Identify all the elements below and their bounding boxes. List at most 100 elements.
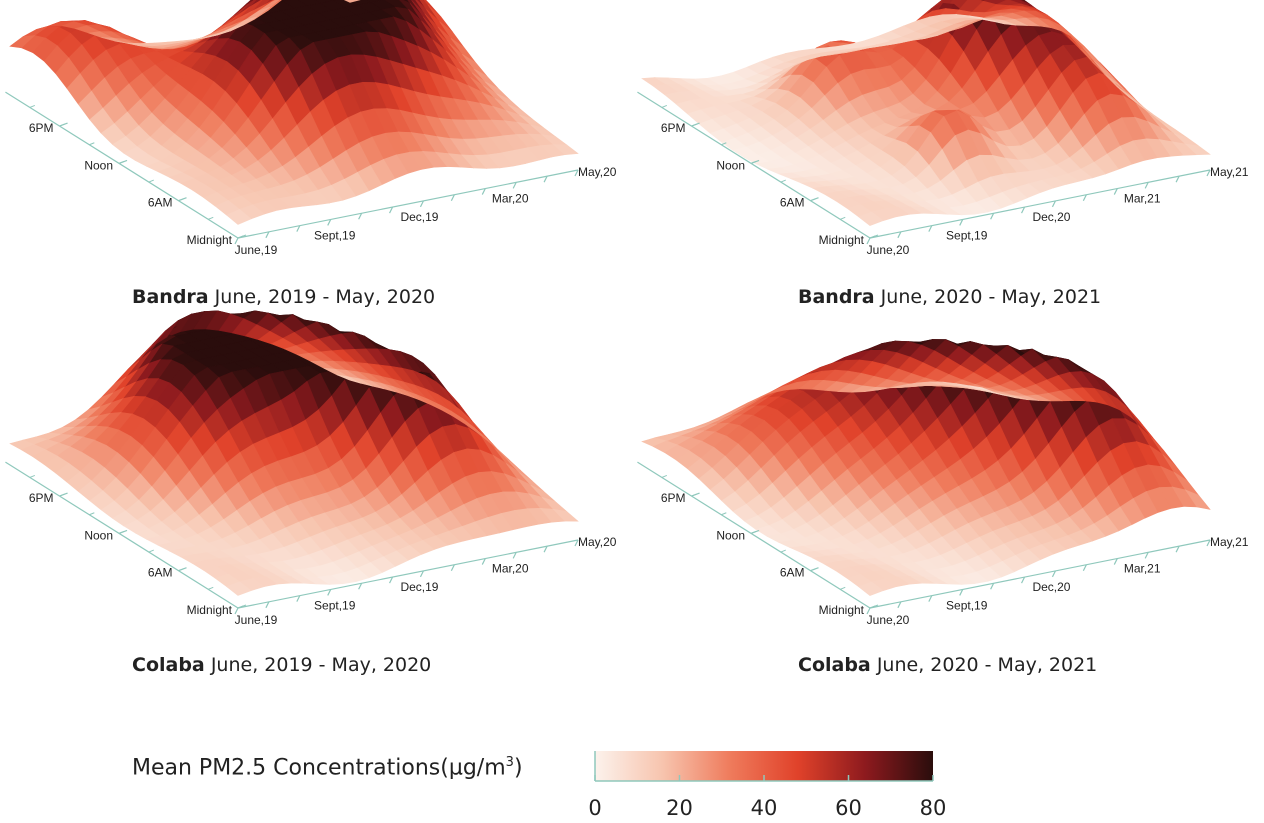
month-tick-label: June,20 bbox=[867, 613, 910, 627]
month-tick-label: May,21 bbox=[1210, 165, 1249, 179]
legend-tick-label: 20 bbox=[666, 796, 693, 820]
month-axis-line bbox=[237, 169, 579, 239]
month-tick-label: June,20 bbox=[867, 243, 910, 257]
surface-cell bbox=[980, 389, 1005, 396]
hour-minor-tick bbox=[721, 142, 727, 146]
surface-cell bbox=[857, 581, 884, 596]
hour-minor-tick bbox=[148, 179, 154, 183]
period-label: June, 2019 - May, 2020 bbox=[210, 654, 432, 676]
month-tick bbox=[234, 607, 239, 615]
surface-cell bbox=[1184, 143, 1211, 156]
hour-minor-tick bbox=[661, 104, 668, 108]
surface-cell bbox=[968, 15, 994, 22]
month-tick bbox=[389, 206, 394, 214]
hour-tick-label: Noon bbox=[716, 158, 745, 172]
hour-minor-tick bbox=[750, 160, 757, 164]
hour-tick-label: 6AM bbox=[148, 566, 173, 580]
month-tick bbox=[928, 595, 933, 602]
month-tick bbox=[296, 225, 301, 232]
month-tick-label: May,21 bbox=[1210, 535, 1249, 549]
hour-minor-tick bbox=[89, 142, 95, 146]
month-tick bbox=[1206, 169, 1211, 177]
legend-title: Mean PM2.5 Concentrations(µg/m3) bbox=[132, 755, 523, 780]
legend-title-text: Mean PM2.5 Concentrations bbox=[132, 755, 441, 781]
hour-axis-line bbox=[5, 91, 239, 239]
surface-cell bbox=[949, 205, 976, 216]
month-tick bbox=[419, 570, 424, 578]
month-tick bbox=[265, 601, 270, 609]
month-tick bbox=[512, 182, 517, 189]
month-tick bbox=[897, 231, 902, 239]
month-tick bbox=[1082, 194, 1087, 201]
month-tick bbox=[543, 545, 548, 553]
panel-caption: Bandra June, 2019 - May, 2020 bbox=[132, 286, 435, 308]
month-tick bbox=[450, 194, 455, 201]
month-tick-label: Sept,19 bbox=[946, 598, 988, 612]
panel-caption: Colaba June, 2020 - May, 2021 bbox=[798, 654, 1097, 676]
surface-cell bbox=[487, 152, 514, 169]
hour-tick-label: 6PM bbox=[29, 121, 54, 135]
month-tick bbox=[990, 583, 995, 590]
surface-cell bbox=[1184, 489, 1211, 510]
hour-minor-tick bbox=[691, 123, 697, 127]
hour-minor-tick bbox=[869, 605, 876, 609]
legend-tick-label: 0 bbox=[588, 796, 601, 820]
hour-minor-tick bbox=[148, 549, 154, 553]
period-label: June, 2020 - May, 2021 bbox=[880, 286, 1102, 308]
period-label: June, 2020 - May, 2021 bbox=[876, 654, 1098, 676]
surface-panel-colaba-2019: 6PM Noon 6AM Midnight June,19 Sept,19 Dec,19 Ma… bbox=[0, 310, 632, 735]
hour-minor-tick bbox=[208, 586, 214, 590]
legend-tick-label: 60 bbox=[835, 796, 862, 820]
month-tick bbox=[1113, 558, 1118, 565]
hour-tick-label: 6AM bbox=[148, 196, 173, 210]
month-tick-label: May,20 bbox=[578, 535, 617, 549]
hour-minor-tick bbox=[721, 512, 727, 516]
month-tick bbox=[1206, 539, 1211, 547]
month-tick bbox=[990, 213, 995, 220]
hour-minor-tick bbox=[237, 235, 244, 239]
hour-minor-tick bbox=[29, 474, 36, 478]
hour-axis-line bbox=[637, 91, 871, 239]
hour-minor-tick bbox=[840, 216, 846, 220]
hour-tick-label: 6AM bbox=[780, 196, 805, 210]
month-tick bbox=[1051, 200, 1056, 208]
surface-cell bbox=[343, 0, 361, 3]
surface-cell bbox=[225, 581, 252, 596]
month-tick bbox=[1113, 188, 1118, 195]
hour-tick-label: Midnight bbox=[187, 603, 233, 617]
surface-cell bbox=[552, 508, 579, 522]
hour-minor-tick bbox=[810, 198, 816, 202]
period-label: June, 2019 - May, 2020 bbox=[214, 286, 436, 308]
hour-tick-label: Midnight bbox=[819, 233, 865, 247]
month-tick bbox=[1144, 182, 1149, 189]
month-tick bbox=[1021, 576, 1026, 584]
hour-tick-label: Midnight bbox=[187, 233, 233, 247]
panel-caption: Bandra June, 2020 - May, 2021 bbox=[798, 286, 1101, 308]
location-name: Colaba bbox=[798, 654, 871, 676]
surface-cell bbox=[9, 35, 36, 49]
hour-minor-tick bbox=[118, 530, 125, 534]
hour-minor-tick bbox=[29, 104, 36, 108]
hour-minor-tick bbox=[810, 568, 816, 572]
month-tick bbox=[574, 539, 579, 547]
month-tick bbox=[512, 552, 517, 559]
month-axis-line bbox=[237, 539, 579, 609]
month-tick-label: Mar,21 bbox=[1124, 561, 1161, 575]
month-tick bbox=[481, 558, 486, 565]
month-tick bbox=[928, 225, 933, 232]
hour-tick-label: Noon bbox=[84, 528, 113, 542]
month-tick bbox=[1144, 552, 1149, 559]
month-tick bbox=[265, 231, 270, 239]
surface-cell bbox=[336, 374, 362, 384]
hour-minor-tick bbox=[237, 605, 244, 609]
hour-tick-label: 6AM bbox=[780, 566, 805, 580]
surface-cell bbox=[857, 211, 884, 226]
hour-minor-tick bbox=[118, 160, 125, 164]
month-tick bbox=[866, 237, 871, 245]
hour-minor-tick bbox=[89, 512, 95, 516]
